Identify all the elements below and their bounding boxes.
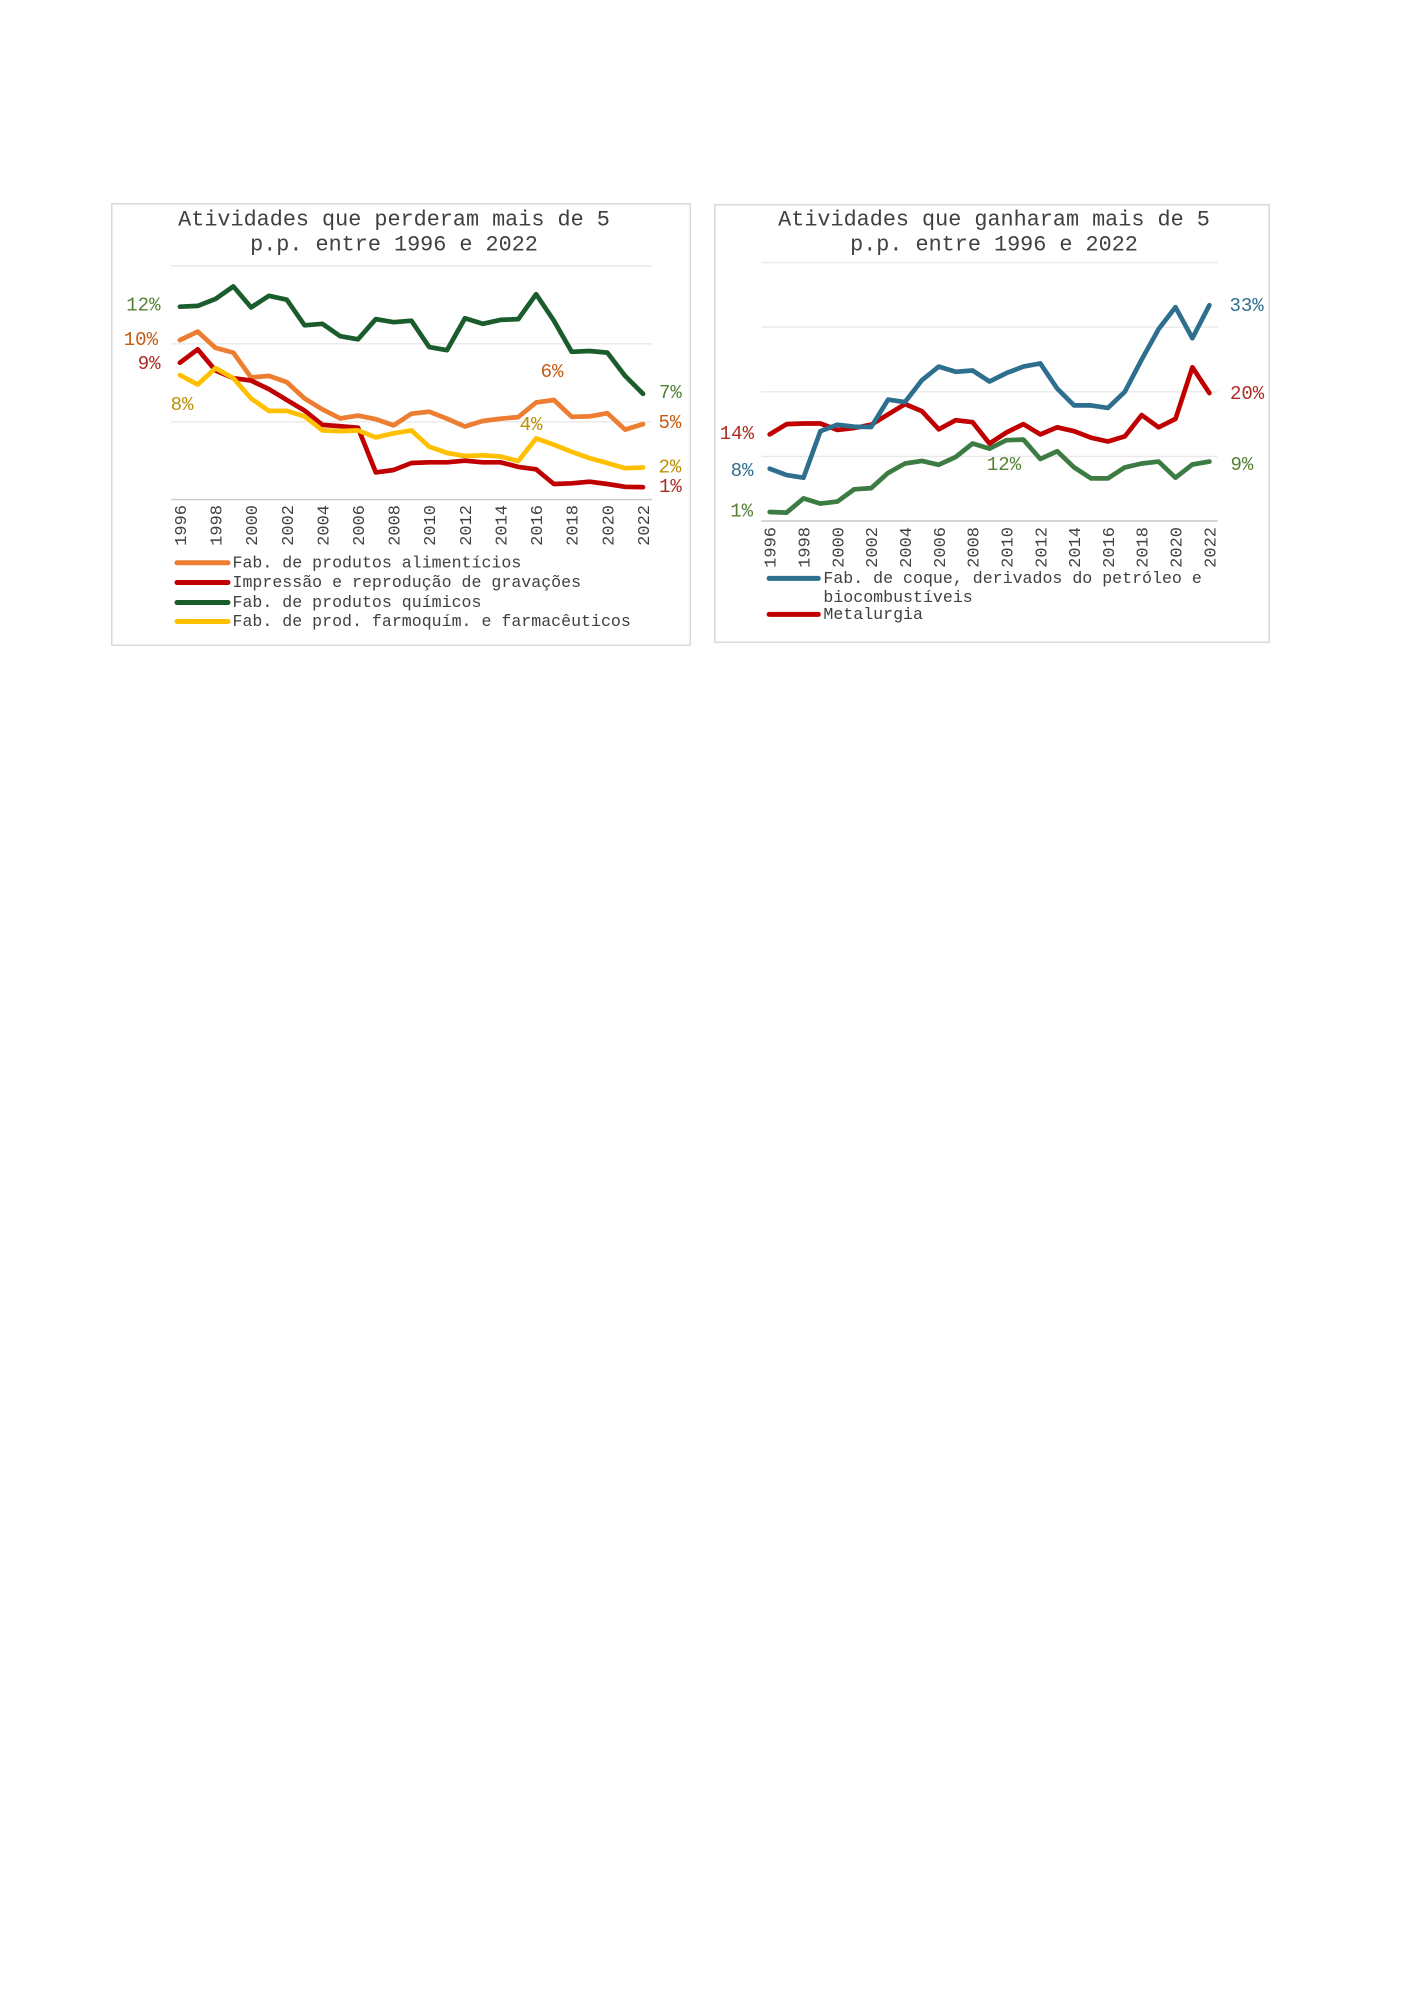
svg-text:7%: 7% <box>659 382 682 404</box>
svg-text:1996: 1996 <box>173 505 192 546</box>
svg-text:biocombustíveis: biocombustíveis <box>823 588 972 607</box>
svg-text:p.p. entre 1996 e 2022: p.p. entre 1996 e 2022 <box>250 233 538 258</box>
svg-text:1998: 1998 <box>797 527 816 568</box>
svg-text:2014: 2014 <box>1067 527 1086 568</box>
svg-text:9%: 9% <box>138 353 161 375</box>
svg-text:14%: 14% <box>720 423 755 445</box>
svg-text:4%: 4% <box>520 414 543 436</box>
svg-text:2004: 2004 <box>898 527 917 568</box>
svg-text:2020: 2020 <box>600 505 619 546</box>
svg-text:Fab. de coque, derivados do pe: Fab. de coque, derivados do petróleo e <box>823 569 1201 588</box>
svg-text:12%: 12% <box>987 454 1022 476</box>
svg-text:2006: 2006 <box>351 505 370 546</box>
svg-text:2020: 2020 <box>1169 527 1188 568</box>
svg-text:2022: 2022 <box>636 505 655 546</box>
svg-text:12%: 12% <box>126 295 161 317</box>
svg-text:1%: 1% <box>659 476 682 498</box>
svg-text:20%: 20% <box>1230 383 1265 405</box>
svg-text:2000: 2000 <box>830 527 849 568</box>
svg-text:2002: 2002 <box>280 505 299 546</box>
svg-text:1996: 1996 <box>763 527 782 568</box>
svg-text:2006: 2006 <box>932 527 951 568</box>
svg-text:1%: 1% <box>730 501 753 523</box>
svg-text:p.p. entre 1996 e 2022: p.p. entre 1996 e 2022 <box>850 233 1138 258</box>
svg-text:5%: 5% <box>659 412 682 434</box>
svg-text:2016: 2016 <box>529 505 548 546</box>
svg-text:2000: 2000 <box>244 505 263 546</box>
svg-text:2018: 2018 <box>1135 527 1154 568</box>
svg-text:2012: 2012 <box>1033 527 1052 568</box>
svg-text:2014: 2014 <box>494 505 513 546</box>
svg-text:2016: 2016 <box>1101 527 1120 568</box>
svg-text:2%: 2% <box>659 457 682 479</box>
svg-text:8%: 8% <box>731 460 754 482</box>
svg-text:Fab. de prod. farmoquím. e far: Fab. de prod. farmoquím. e farmacêuticos <box>233 612 631 631</box>
svg-text:Metalurgia: Metalurgia <box>823 605 923 624</box>
svg-text:Fab. de produtos alimentícios: Fab. de produtos alimentícios <box>233 553 522 572</box>
svg-text:2022: 2022 <box>1202 527 1221 568</box>
svg-text:2004: 2004 <box>315 505 334 546</box>
svg-text:Fab. de produtos químicos: Fab. de produtos químicos <box>233 593 482 612</box>
svg-text:8%: 8% <box>171 394 194 416</box>
svg-text:2012: 2012 <box>458 505 477 546</box>
svg-text:2018: 2018 <box>565 505 584 546</box>
svg-text:9%: 9% <box>1231 454 1254 476</box>
svg-text:2010: 2010 <box>999 527 1018 568</box>
svg-text:Atividades que perderam mais d: Atividades que perderam mais de 5 <box>178 208 610 233</box>
svg-text:Impressão e reprodução de grav: Impressão e reprodução de gravações <box>233 573 582 592</box>
svg-text:1998: 1998 <box>209 505 228 546</box>
svg-text:2008: 2008 <box>966 527 985 568</box>
svg-text:2008: 2008 <box>387 505 406 546</box>
svg-text:6%: 6% <box>541 361 564 383</box>
svg-text:2002: 2002 <box>864 527 883 568</box>
svg-text:10%: 10% <box>124 329 159 351</box>
svg-text:2010: 2010 <box>422 505 441 546</box>
svg-text:Atividades que ganharam mais d: Atividades que ganharam mais de 5 <box>778 208 1210 233</box>
svg-text:33%: 33% <box>1230 295 1265 317</box>
